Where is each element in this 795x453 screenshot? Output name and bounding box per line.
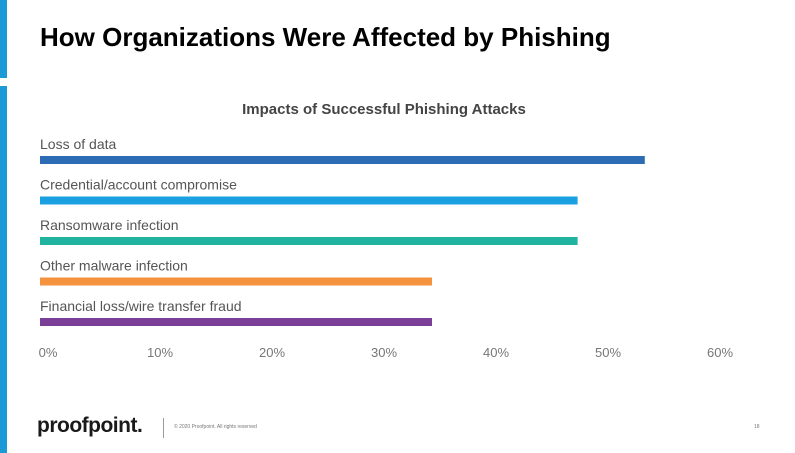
- footer-separator: [163, 418, 164, 438]
- bar: [40, 156, 645, 164]
- category-label: Ransomware infection: [40, 217, 179, 233]
- x-tick-label: 50%: [595, 345, 621, 360]
- bars-layer: Loss of data Credential/account compromis…: [40, 136, 645, 326]
- x-tick-label: 40%: [483, 345, 509, 360]
- x-tick-label: 0%: [39, 345, 58, 360]
- bar: [40, 196, 578, 205]
- header-divider: [0, 78, 795, 86]
- bar: [40, 277, 432, 286]
- bar: [40, 237, 578, 245]
- bar: [40, 318, 432, 326]
- category-label: Other malware infection: [40, 258, 188, 274]
- category-label: Financial loss/wire transfer fraud: [40, 298, 242, 314]
- chart-title: Impacts of Successful Phishing Attacks: [242, 101, 526, 118]
- left-accent-bar-lower: [0, 86, 7, 453]
- category-label: Loss of data: [40, 136, 116, 152]
- x-tick-label: 20%: [259, 345, 285, 360]
- left-accent-bar: [0, 0, 7, 78]
- page-title: How Organizations Were Affected by Phish…: [40, 22, 611, 52]
- x-tick-label: 60%: [707, 345, 733, 360]
- page-number: 18: [754, 424, 760, 430]
- x-axis-ticks: 0% 10% 20% 30% 40% 50% 60%: [39, 345, 734, 360]
- copyright-text: © 2020 Proofpoint. All rights reserved: [174, 424, 257, 430]
- x-tick-label: 30%: [371, 345, 397, 360]
- x-tick-label: 10%: [147, 345, 173, 360]
- proofpoint-logo: proofpoint.: [37, 414, 143, 437]
- category-label: Credential/account compromise: [40, 177, 237, 193]
